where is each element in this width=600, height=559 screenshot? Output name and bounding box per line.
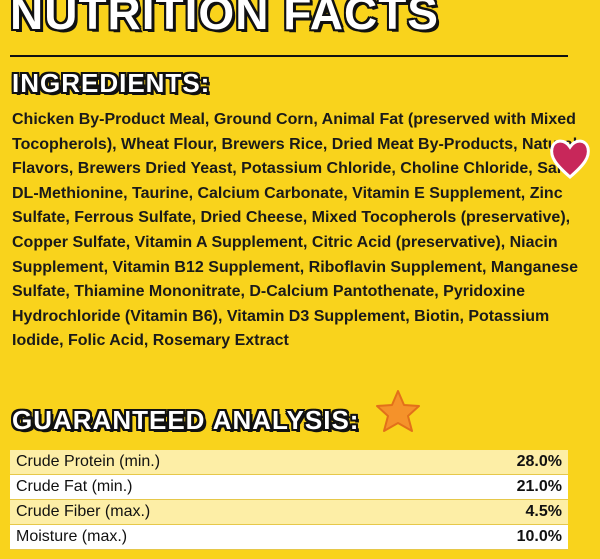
- analysis-table: Crude Protein (min.) 28.0% Crude Fat (min…: [10, 450, 568, 550]
- nutrient: Moisture (max.): [10, 524, 418, 550]
- title: NUTRITION FACTS: [10, 0, 439, 39]
- table-row: Crude Protein (min.) 28.0%: [10, 450, 568, 475]
- amount: 21.0%: [417, 474, 568, 500]
- ingredients-text: Chicken By-Product Meal, Ground Corn, An…: [12, 111, 579, 350]
- nutrient: Crude Fat (min.): [10, 474, 418, 500]
- table-row: Moisture (max.) 10.0%: [10, 524, 568, 550]
- amount: 10.0%: [417, 524, 568, 550]
- table-row: Crude Fat (min.) 21.0%: [10, 474, 568, 500]
- heart-icon: [550, 139, 590, 179]
- amount: 4.5%: [417, 499, 568, 525]
- amount: 28.0%: [417, 450, 568, 475]
- table-row: Crude Fiber (max.) 4.5%: [10, 499, 568, 525]
- star-icon: [376, 390, 420, 432]
- nutrient: Crude Fiber (max.): [10, 499, 418, 525]
- nutrient: Crude Protein (min.): [10, 450, 418, 475]
- divider: [10, 55, 568, 57]
- section-heading: INGREDIENTS:: [12, 68, 211, 98]
- section-heading: GUARANTEED ANALYSIS:: [12, 405, 360, 435]
